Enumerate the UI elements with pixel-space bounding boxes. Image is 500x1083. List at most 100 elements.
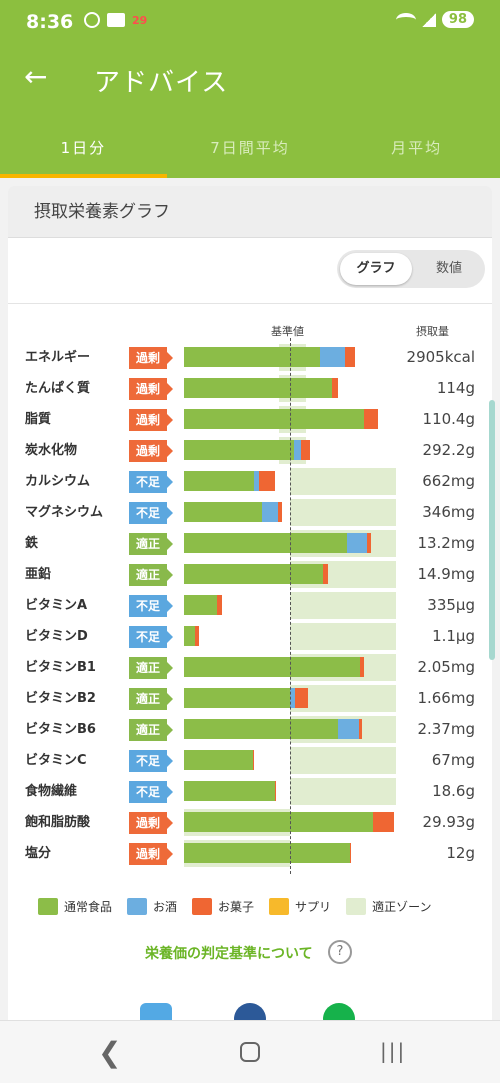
intake-bar — [184, 502, 282, 522]
legend-swatch-food — [38, 897, 58, 915]
intake-bar — [184, 409, 378, 429]
intake-bar — [184, 688, 309, 708]
bar-segment-alcohol — [262, 502, 279, 522]
nutrient-name: エネルギー — [25, 350, 91, 365]
bar-segment-snack — [252, 750, 254, 770]
active-tab-indicator — [0, 174, 167, 178]
bar-segment-alcohol — [294, 440, 301, 460]
bar-segment-food — [184, 533, 348, 553]
status-badge: 不足 — [129, 781, 173, 803]
nutrient-row: カルシウム 不足 662mg — [8, 466, 492, 497]
intake-bar — [184, 781, 277, 801]
nutrient-row: たんぱく質 過剰 114g — [8, 373, 492, 404]
column-header-intake: 摂取量 — [416, 325, 449, 338]
nutrient-name: 炭水化物 — [25, 443, 78, 458]
intake-bar — [184, 564, 329, 584]
intake-bar — [184, 378, 338, 398]
notification-badge: 29 — [132, 13, 148, 27]
bar-segment-food — [184, 688, 290, 708]
status-badge: 適正 — [129, 719, 173, 741]
bar-segment-food — [184, 781, 276, 801]
status-badge: 適正 — [129, 657, 173, 679]
status-badge: 適正 — [129, 564, 173, 586]
bar-segment-food — [184, 750, 253, 770]
bar-segment-snack — [216, 595, 223, 615]
criteria-link[interactable]: 栄養価の判定基準について — [145, 946, 313, 962]
legend-label-alcohol: お酒 — [153, 899, 178, 914]
legend-swatch-snack — [192, 897, 213, 915]
legend-swatch-supplement — [269, 897, 290, 915]
nutrient-row: ビタミンC 不足 67mg — [8, 745, 492, 776]
tab-monthly-average[interactable]: 月平均 — [391, 139, 443, 157]
intake-amount: 12g — [446, 844, 475, 862]
bar-segment-food — [184, 440, 295, 460]
bar-segment-food — [184, 502, 263, 522]
status-icons: 29 — [84, 12, 147, 28]
intake-bar — [184, 719, 363, 739]
adequate-zone — [290, 778, 396, 805]
legend-label-zone: 適正ゾーン — [372, 899, 432, 914]
bar-segment-alcohol — [319, 347, 346, 367]
intake-amount: 14.9mg — [417, 565, 475, 583]
nav-recents-icon[interactable]: ||| — [380, 1039, 407, 1063]
intake-bar — [184, 347, 355, 367]
bar-segment-food — [184, 626, 195, 646]
bar-segment-alcohol — [337, 719, 359, 739]
bar-segment-food — [184, 843, 351, 863]
scrollbar[interactable] — [489, 400, 495, 660]
status-badge: 不足 — [129, 750, 173, 772]
toggle-graph-button[interactable]: グラフ — [340, 253, 412, 285]
nutrient-row: ビタミンD 不足 1.1μg — [8, 621, 492, 652]
nav-home-icon[interactable] — [240, 1042, 260, 1062]
intake-bar — [184, 595, 223, 615]
intake-amount: 1.66mg — [417, 689, 475, 707]
divider — [8, 303, 492, 304]
back-arrow-icon[interactable]: ← — [24, 60, 48, 93]
nutrient-row: 亜鉛 適正 14.9mg — [8, 559, 492, 590]
bar-segment-snack — [345, 347, 355, 367]
intake-bar — [184, 440, 311, 460]
intake-amount: 110.4g — [422, 410, 475, 428]
app-bar: ← アドバイス 1日分 7日間平均 月平均 — [0, 42, 500, 178]
bar-segment-snack — [350, 843, 352, 863]
status-badge: 不足 — [129, 595, 173, 617]
help-icon[interactable]: ? — [328, 940, 352, 964]
adequate-zone — [290, 747, 396, 774]
nutrient-row: 飽和脂肪酸 過剰 29.93g — [8, 807, 492, 838]
tab-one-day[interactable]: 1日分 — [60, 139, 107, 157]
bar-segment-snack — [194, 626, 199, 646]
bar-segment-food — [184, 657, 360, 677]
nutrient-name: 亜鉛 — [25, 567, 52, 582]
intake-bar — [184, 750, 254, 770]
wifi-icon — [395, 12, 416, 27]
bar-segment-snack — [259, 471, 276, 491]
intake-amount: 2.05mg — [417, 658, 475, 676]
intake-bar — [184, 843, 352, 863]
nutrient-name: 飽和脂肪酸 — [25, 815, 91, 830]
toggle-values-button[interactable]: 数値 — [435, 261, 462, 276]
system-nav-bar: ❮ ||| — [0, 1020, 500, 1083]
bar-segment-food — [184, 564, 323, 584]
intake-amount: 114g — [436, 379, 475, 397]
period-tabs: 1日分 7日間平均 月平均 — [0, 124, 500, 178]
nutrient-name: 食物繊維 — [25, 784, 78, 799]
nav-back-icon[interactable]: ❮ — [98, 1036, 122, 1069]
bar-segment-alcohol — [347, 533, 368, 553]
bar-segment-food — [184, 812, 373, 832]
bar-segment-food — [184, 409, 365, 429]
tab-seven-day-average[interactable]: 7日間平均 — [210, 139, 290, 157]
status-badge: 過剰 — [129, 347, 173, 369]
signal-icon — [421, 12, 436, 27]
nutrient-name: カルシウム — [25, 474, 91, 489]
intake-amount: 346mg — [422, 503, 475, 521]
bar-segment-snack — [278, 502, 282, 522]
bar-segment-food — [184, 595, 217, 615]
baseline-line — [290, 338, 291, 874]
nutrient-name: マグネシウム — [25, 505, 104, 520]
bar-segment-snack — [372, 812, 394, 832]
status-badge: 過剰 — [129, 440, 173, 462]
bar-segment-snack — [364, 409, 378, 429]
legend-item-supplement: サプリ — [269, 897, 331, 915]
nutrient-name: 塩分 — [25, 846, 52, 861]
legend-item-snack: お菓子 — [192, 897, 254, 915]
